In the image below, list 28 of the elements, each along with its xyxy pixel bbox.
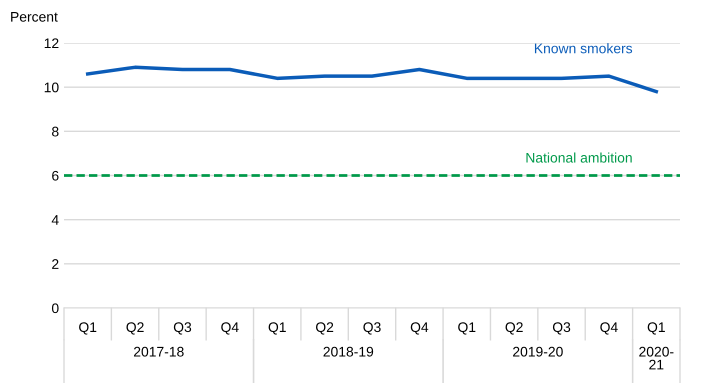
- x-tick-label: Q4: [221, 322, 239, 335]
- x-tick-label: Q1: [648, 322, 665, 335]
- x-tick-label: Q2: [126, 322, 144, 335]
- x-tick-label: Q3: [363, 322, 381, 335]
- text: 2017-18: [134, 346, 184, 357]
- x-tick-label: Q2: [506, 322, 523, 335]
- x-tick-label: Q1: [458, 322, 476, 335]
- ref-line-label: National ambition: [526, 152, 632, 163]
- x-tick-label: Q2: [316, 322, 334, 335]
- x-tick-label: Q1: [268, 322, 286, 335]
- y-tick-label: 0: [52, 303, 59, 314]
- line-series: [86, 66, 658, 94]
- x-tick-label: Q3: [174, 322, 192, 335]
- series-label: Known smokers: [534, 43, 632, 54]
- text: 2020- 21: [639, 346, 674, 370]
- x-tick-label: Q3: [552, 322, 570, 335]
- y-tick-label: 10: [44, 82, 59, 92]
- y-tick-label: 4: [52, 215, 59, 225]
- x-tick-label: Q4: [600, 322, 618, 335]
- text: 2018-19: [324, 346, 374, 357]
- y-tick-label: 8: [52, 126, 59, 137]
- y-tick-label: 6: [52, 170, 59, 181]
- x-tick-label: Q4: [410, 322, 428, 335]
- y-tick-label: 12: [44, 38, 58, 48]
- x-tick-label: Q1: [79, 322, 96, 335]
- y-tick-label: 2: [52, 259, 58, 269]
- text: 2019-20: [513, 346, 563, 357]
- y-axis-title: Percent: [11, 12, 58, 22]
